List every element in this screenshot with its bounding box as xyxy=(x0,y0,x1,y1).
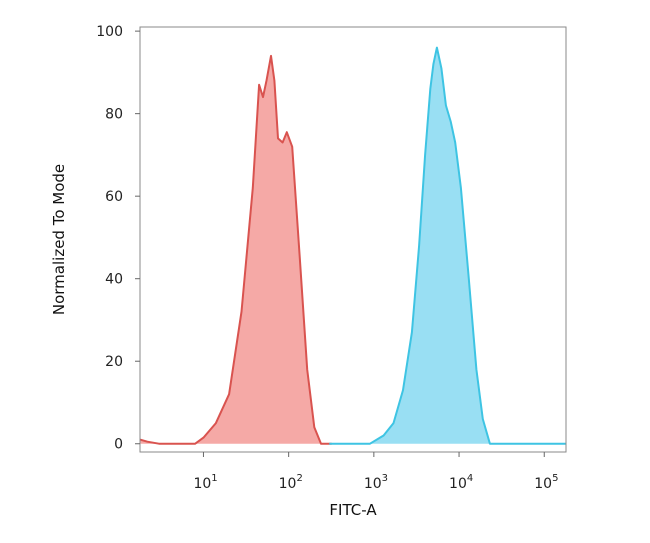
x-tick-label: 104 xyxy=(449,473,473,492)
histogram-area-1 xyxy=(140,55,332,444)
histogram-outline-1 xyxy=(139,54,332,445)
x-tick-label: 102 xyxy=(279,473,303,492)
x-axis-ticks: 101 102 103 104 105 xyxy=(193,452,558,492)
histogram-outline-2 xyxy=(329,46,566,445)
y-tick-label: 80 xyxy=(105,107,123,123)
y-tick-label: 60 xyxy=(105,189,123,205)
x-tick-label: 101 xyxy=(193,473,217,492)
y-tick-label: 0 xyxy=(114,437,123,453)
histogram-area-2 xyxy=(329,47,566,444)
plot-frame xyxy=(139,26,567,453)
y-tick-label: 20 xyxy=(105,354,123,370)
y-axis-title: Normalized To Mode xyxy=(50,164,68,315)
x-axis-title: FITC-A xyxy=(329,501,377,519)
series-layer xyxy=(139,46,566,445)
y-tick-label: 40 xyxy=(105,272,123,288)
x-tick-label: 103 xyxy=(364,473,388,492)
y-axis-ticks: 0 20 40 60 80 100 xyxy=(96,24,140,453)
x-tick-label: 105 xyxy=(534,473,558,492)
y-tick-label: 100 xyxy=(96,24,123,40)
